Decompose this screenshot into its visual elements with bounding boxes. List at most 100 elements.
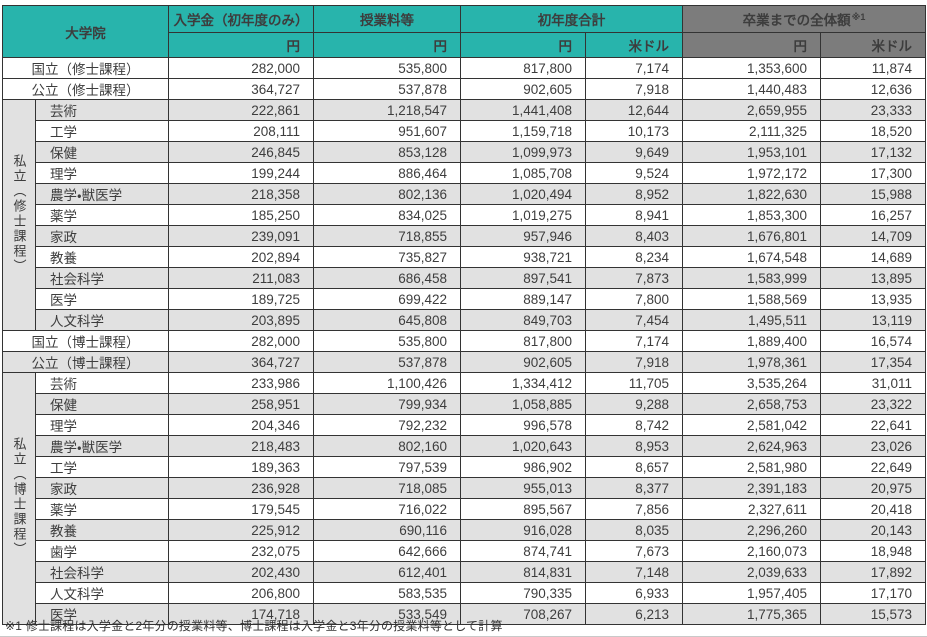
tuition-fee-table: 大学院 入学金（初年度のみ） 授業料等 初年度合計 卒業までの全体額※1 円 円… [2, 5, 927, 625]
value-cell: 2,296,260 [682, 519, 821, 541]
value-cell: 8,234 [585, 246, 683, 268]
row-label: 工学 [35, 120, 169, 142]
table-row: 薬学 185,250 834,025 1,019,275 8,941 1,853,300 1… [3, 204, 927, 226]
value-cell: 16,574 [819, 330, 927, 352]
value-cell: 889,147 [460, 288, 586, 310]
value-cell: 874,741 [460, 540, 586, 562]
value-cell: 886,464 [313, 162, 461, 184]
value-cell: 814,831 [460, 561, 586, 583]
value-cell: 15,573 [819, 603, 927, 625]
unit-yen-tuition: 円 [313, 32, 461, 58]
row-label: 教養 [35, 519, 169, 541]
row-label: 理学 [35, 162, 169, 184]
row-label: 公立（博士課程） [2, 351, 169, 373]
value-cell: 718,085 [313, 477, 461, 499]
row-label: 工学 [35, 456, 169, 478]
value-cell: 2,160,073 [682, 540, 821, 562]
value-cell: 14,709 [819, 225, 927, 247]
value-cell: 258,951 [168, 393, 314, 415]
value-cell: 206,800 [168, 582, 314, 604]
table-row: 私立（修士課程） 芸術 222,861 1,218,547 1,441,408 12,64… [2, 99, 927, 331]
value-cell: 1,334,412 [460, 372, 586, 394]
value-cell: 802,136 [313, 183, 461, 205]
row-label: 農学・獣医学 [35, 183, 169, 205]
value-cell: 1,853,300 [682, 204, 821, 226]
value-cell: 7,918 [585, 78, 683, 100]
value-cell: 802,160 [313, 435, 461, 457]
value-cell: 951,607 [313, 120, 461, 142]
value-cell: 8,377 [585, 477, 683, 499]
value-cell: 1,159,718 [460, 120, 586, 142]
value-cell: 1,674,548 [682, 246, 821, 268]
value-cell: 895,567 [460, 498, 586, 520]
value-cell: 13,895 [819, 267, 927, 289]
value-cell: 208,111 [168, 120, 314, 142]
value-cell: 1,588,569 [682, 288, 821, 310]
value-cell: 282,000 [168, 330, 314, 352]
row-label: 薬学 [35, 498, 169, 520]
row-label: 薬学 [35, 204, 169, 226]
value-cell: 902,605 [460, 78, 586, 100]
value-cell: 1,019,275 [460, 204, 586, 226]
table-row: 農学・獣医学 218,358 802,136 1,020,494 8,952 1,822,… [3, 183, 927, 205]
table-row: 理学 199,244 886,464 1,085,708 9,524 1,972,172 1… [3, 162, 927, 184]
table-row: 国立（修士課程） 282,000 535,800 817,800 7,174 1,353,… [2, 57, 927, 79]
value-cell: 9,649 [585, 141, 683, 163]
group-label-cell: 私立（修士課程） [2, 99, 36, 331]
value-cell: 236,928 [168, 477, 314, 499]
table-row: 工学 189,363 797,539 986,902 8,657 2,581,980 22,… [3, 456, 927, 478]
value-cell: 185,250 [168, 204, 314, 226]
value-cell: 7,148 [585, 561, 683, 583]
table-row: 教養 202,894 735,827 938,721 8,234 1,674,548 14,… [3, 246, 927, 268]
value-cell: 233,986 [168, 372, 314, 394]
value-cell: 13,119 [819, 309, 927, 331]
value-cell: 7,454 [585, 309, 683, 331]
value-cell: 1,957,405 [682, 582, 821, 604]
value-cell: 22,649 [819, 456, 927, 478]
table-row: 私立（博士課程） 芸術 233,986 1,100,426 1,334,412 11,70… [2, 372, 927, 625]
value-cell: 996,578 [460, 414, 586, 436]
value-cell: 7,174 [585, 57, 683, 79]
value-cell: 1,972,172 [682, 162, 821, 184]
value-cell: 2,581,980 [682, 456, 821, 478]
table-row: 保健 258,951 799,934 1,058,885 9,288 2,658,753 2… [3, 393, 927, 415]
row-label: 農学・獣医学 [35, 435, 169, 457]
footnote-ref: ※1 [851, 11, 866, 22]
table-header: 大学院 入学金（初年度のみ） 授業料等 初年度合計 卒業までの全体額※1 円 円… [2, 5, 927, 58]
header-total-label: 卒業までの全体額 [742, 13, 851, 28]
table-row: 農学・獣医学 218,483 802,160 1,020,643 8,953 2,624,… [3, 435, 927, 457]
row-label: 芸術 [35, 99, 169, 121]
value-cell: 12,644 [585, 99, 683, 121]
value-cell: 7,856 [585, 498, 683, 520]
value-cell: 817,800 [460, 330, 586, 352]
value-cell: 8,657 [585, 456, 683, 478]
value-cell: 3,535,264 [682, 372, 821, 394]
value-cell: 23,333 [819, 99, 927, 121]
value-cell: 583,535 [313, 582, 461, 604]
value-cell: 642,666 [313, 540, 461, 562]
value-cell: 8,403 [585, 225, 683, 247]
value-cell: 199,244 [168, 162, 314, 184]
value-cell: 8,035 [585, 519, 683, 541]
value-cell: 690,116 [313, 519, 461, 541]
value-cell: 817,800 [460, 57, 586, 79]
row-label: 理学 [35, 414, 169, 436]
value-cell: 849,703 [460, 309, 586, 331]
value-cell: 938,721 [460, 246, 586, 268]
value-cell: 2,039,633 [682, 561, 821, 583]
value-cell: 735,827 [313, 246, 461, 268]
unit-yen-first-year: 円 [460, 32, 586, 58]
table-row: 教養 225,912 690,116 916,028 8,035 2,296,260 20,… [3, 519, 927, 541]
value-cell: 6,933 [585, 582, 683, 604]
value-cell: 2,111,325 [682, 120, 821, 142]
value-cell: 8,742 [585, 414, 683, 436]
row-label: 家政 [35, 225, 169, 247]
row-label: 保健 [35, 393, 169, 415]
row-label: 社会科学 [35, 267, 169, 289]
value-cell: 955,013 [460, 477, 586, 499]
table-row: 歯学 232,075 642,666 874,741 7,673 2,160,073 18,… [3, 540, 927, 562]
value-cell: 7,873 [585, 267, 683, 289]
value-cell: 535,800 [313, 57, 461, 79]
value-cell: 20,143 [819, 519, 927, 541]
table-row: 薬学 179,545 716,022 895,567 7,856 2,327,611 20,… [3, 498, 927, 520]
